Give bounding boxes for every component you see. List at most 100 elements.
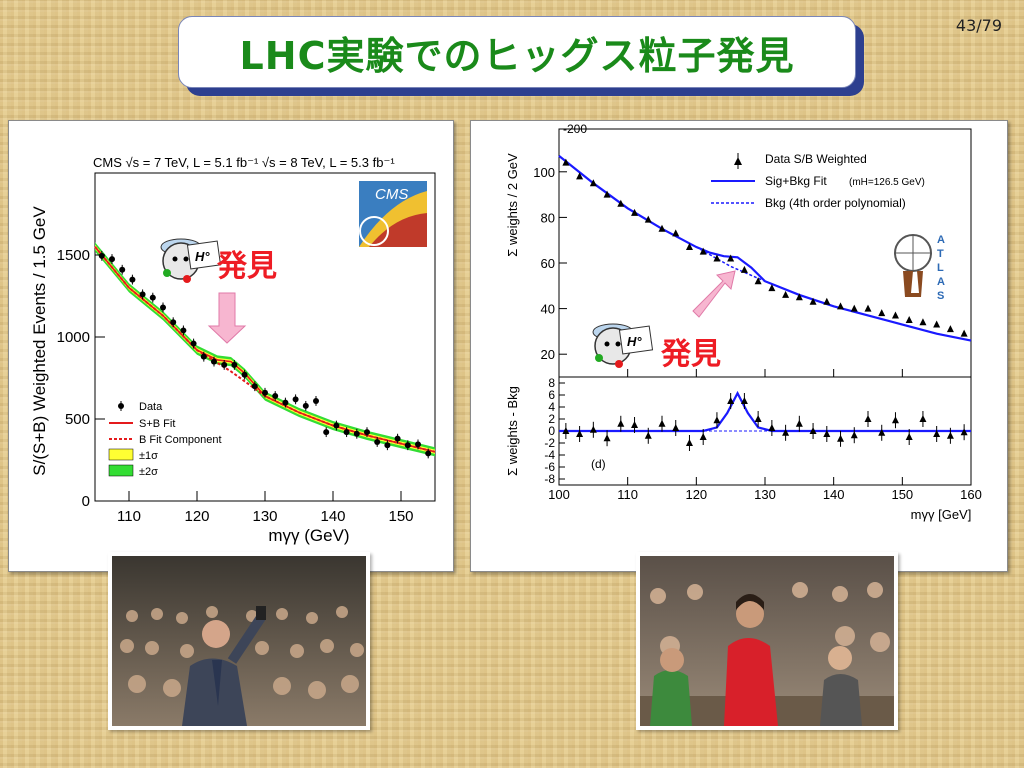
photo-atlas-presentation [636, 552, 898, 730]
cms-data-point [160, 304, 166, 311]
atlas-bottom-data-point [699, 433, 707, 440]
atlas-top-data-point [768, 284, 776, 292]
atlas-bottom-data-point [768, 424, 776, 431]
atlas-bottom-y-tick-label: -2 [544, 436, 555, 450]
atlas-top-y-tick-label: 40 [541, 302, 555, 317]
cms-y-tick-label: 0 [82, 493, 90, 510]
cms-logo: CMS [359, 181, 427, 247]
atlas-bottom-data-point [603, 434, 611, 442]
atlas-top-data-point [823, 297, 831, 305]
atlas-data-points [562, 158, 968, 451]
atlas-top-data-point [644, 215, 652, 223]
atlas-residual-fit-line [559, 390, 971, 433]
cms-data-point [190, 340, 197, 347]
atlas-top-data-point [837, 302, 845, 310]
atlas-bottom-data-point [946, 431, 954, 439]
atlas-sigbkg-fit-line [558, 154, 972, 342]
cms-x-tick-label: 140 [320, 508, 345, 525]
atlas-top-data-point [960, 329, 968, 337]
atlas-bottom-data-point [740, 397, 748, 404]
cms-data-point [272, 393, 279, 400]
atlas-bottom-data-point [562, 427, 570, 434]
atlas-bottom-y-tick-label: 4 [548, 400, 555, 414]
cms-legend: Data S+B Fit B Fit Component ±1σ ±2σ [108, 401, 222, 478]
cms-data-point [302, 402, 309, 409]
atlas-bottom-data-point [589, 425, 597, 433]
atlas-bottom-data-point [960, 428, 968, 436]
cms-x-tick-label: 130 [252, 508, 277, 525]
atlas-top-data-point [905, 316, 913, 323]
cms-ylabel: S/(S+B) Weighted Events / 1.5 GeV [30, 206, 49, 476]
atlas-bottom-y-tick-label: 2 [548, 412, 555, 426]
legend-2sigma: ±2σ [139, 466, 158, 478]
legend-data: Data [139, 401, 163, 413]
atlas-top-data-point [946, 325, 954, 333]
cms-data-point [180, 327, 187, 334]
cms-chart-panel: 110 120 130 140 150 0 500 1000 1500 CMS √s = 7 T… [8, 120, 454, 572]
cms-data-point [374, 438, 381, 445]
atlas-bottom-data-point [850, 431, 858, 439]
atlas-top-data-point [658, 224, 666, 232]
atlas-bottom-data-point [782, 428, 790, 436]
atlas-logo: A T L A S [894, 234, 945, 302]
cms-data-point [241, 371, 248, 378]
cms-data-point [149, 294, 156, 301]
cms-data-point [129, 276, 136, 283]
mascot-sign: H° [195, 249, 210, 264]
atlas-bottom-data-point [864, 415, 872, 422]
legend-sb-fit: S+B Fit [139, 418, 175, 430]
atlas-top-data-point [933, 320, 941, 328]
atlas-bottom-data-point [795, 419, 803, 427]
cms-x-tick-label: 120 [184, 508, 209, 525]
atlas-higgs-mascot-icon: H° [592, 323, 654, 368]
atlas-logo-s: S [937, 290, 944, 302]
atlas-top-data-point [699, 247, 707, 255]
atlas-top-data-point [740, 265, 748, 273]
atlas-top-data-point [562, 158, 570, 166]
cms-data-point [282, 399, 289, 406]
atlas-bottom-data-point [933, 430, 941, 437]
atlas-bottom-y-tick-label: -4 [544, 448, 555, 462]
audience-photo-left [112, 556, 366, 726]
atlas-bottom-data-point [576, 430, 584, 437]
cms-data-point [333, 422, 340, 429]
atlas-legend-bkg: Bkg (4th order polynomial) [765, 196, 906, 210]
atlas-bottom-data-point [878, 428, 886, 436]
atlas-bottom-data-point [837, 434, 845, 442]
audience-photo-right [640, 556, 894, 726]
atlas-top-y-tick-label: 20 [541, 347, 555, 362]
cms-data-point [231, 361, 238, 368]
atlas-logo-l: L [937, 262, 944, 274]
atlas-chart-panel: 100 110 120 130 140 150 160 20 40 60 80 100 -8 -6 -4 -2… [470, 120, 1008, 572]
atlas-top-data-point [685, 243, 693, 251]
cms-data-point [211, 358, 217, 365]
cms-data-point [221, 361, 228, 368]
atlas-bottom-ylabel: Σ weights - Bkg [505, 386, 520, 476]
cms-data-point [404, 442, 411, 449]
atlas-top-data-point [603, 190, 611, 198]
atlas-top-y-tick-label: 80 [541, 210, 555, 225]
atlas-x-tick-label: 160 [960, 487, 982, 502]
cms-y-tick-label: 1000 [57, 329, 90, 346]
atlas-bottom-data-point [727, 397, 735, 404]
atlas-x-tick-label: 130 [754, 487, 776, 502]
atlas-bottom-data-point [905, 433, 913, 440]
cms-logo-text: CMS [375, 186, 408, 203]
cms-data-point [251, 383, 258, 390]
atlas-bottom-y-tick-label: 8 [548, 376, 555, 390]
cms-data-point [415, 441, 421, 448]
atlas-top-data-point [809, 297, 817, 305]
atlas-bottom-y-tick-label: 6 [548, 388, 555, 402]
atlas-discovery-label: 発見 [660, 338, 721, 371]
atlas-top-data-point [850, 304, 858, 312]
atlas-panel-label: (d) [591, 457, 606, 471]
cms-data-point [364, 429, 370, 436]
cms-discovery-label: 発見 [216, 250, 277, 283]
atlas-x-tick-label: 150 [891, 487, 913, 502]
atlas-bottom-y-tick-label: 0 [548, 424, 555, 438]
atlas-bottom-data-point [685, 439, 693, 446]
atlas-legend-mass: (mH=126.5 GeV) [849, 177, 925, 188]
atlas-top-data-point [589, 179, 597, 187]
atlas-mascot-sign: H° [627, 334, 642, 349]
cms-xlabel: mγγ (GeV) [268, 526, 349, 545]
